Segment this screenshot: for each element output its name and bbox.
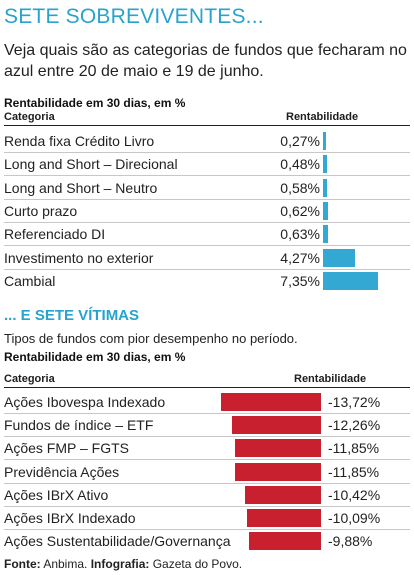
value-label: -11,85% <box>328 463 380 480</box>
value-label: -10,09% <box>328 510 381 526</box>
value-label: -12,26% <box>328 417 381 434</box>
section2-col-value: Rentabilidade <box>294 373 367 385</box>
value-label: -10,42% <box>328 486 381 503</box>
table-row: Investimento no exterior 4,27% <box>4 246 410 270</box>
negative-bar <box>234 462 321 481</box>
category-label: Renda fixa Crédito Livro <box>4 133 155 149</box>
negative-bar <box>231 416 321 435</box>
category-label: Ações IBrX Indexado <box>4 510 136 526</box>
value-label: -13,72% <box>328 394 381 410</box>
positive-bar <box>323 248 355 267</box>
section2-col-category: Categoria <box>4 373 55 385</box>
table-row: Ações Ibovespa Indexado -13,72% <box>4 390 410 414</box>
value-label: 7,35% <box>280 272 320 289</box>
source-note: Fonte: Anbima. Infografia: Gazeta do Pov… <box>4 557 242 571</box>
section2-title: ... E SETE VÍTIMAS <box>4 307 140 324</box>
value-label: 0,27% <box>280 133 320 149</box>
section1-title: SETE SOBREVIVENTES... <box>4 5 264 28</box>
positive-bar <box>323 225 328 244</box>
table-row: Renda fixa Crédito Livro 0,27% <box>4 129 410 153</box>
positive-bar <box>323 178 328 197</box>
positive-bar <box>323 201 328 220</box>
category-label: Investimento no exterior <box>4 249 154 266</box>
section1-header: Categoria Rentabilidade <box>4 110 410 126</box>
value-label: 0,48% <box>280 156 320 173</box>
table-row: Ações IBrX Ativo -10,42% <box>4 483 410 507</box>
section1-col-category: Categoria <box>4 111 55 123</box>
negative-bar <box>245 485 321 504</box>
value-label: 0,62% <box>280 202 320 219</box>
section1-caption: Rentabilidade em 30 dias, em % <box>4 96 186 110</box>
table-row: Ações FMP – FGTS -11,85% <box>4 436 410 461</box>
category-label: Referenciado DI <box>4 226 106 243</box>
positive-bar <box>323 132 326 150</box>
negative-bar <box>247 509 321 527</box>
category-label: Curto prazo <box>4 202 78 219</box>
section2-subtitle: Tipos de fundos com pior desempenho no p… <box>4 331 298 346</box>
category-label: Long and Short – Direcional <box>4 156 178 173</box>
table-row: Cambial 7,35% <box>4 269 410 292</box>
category-label: Ações Sustentabilidade/Governança <box>4 533 231 550</box>
value-label: 4,27% <box>280 249 320 266</box>
table-row: Fundos de índice – ETF -12,26% <box>4 413 410 438</box>
credit-label: Infografia: <box>90 557 150 571</box>
value-label: 0,58% <box>280 179 320 196</box>
table-row: Ações Sustentabilidade/Governança -9,88% <box>4 529 410 552</box>
section2-header: Categoria Rentabilidade <box>4 372 410 388</box>
negative-bar <box>221 393 321 411</box>
positive-bar <box>323 155 327 174</box>
credit-text: Gazeta do Povo. <box>152 557 243 571</box>
source-label: Fonte: <box>4 557 41 571</box>
value-label: -9,88% <box>328 533 373 550</box>
category-label: Fundos de índice – ETF <box>4 417 154 434</box>
section2-caption: Rentabilidade em 30 dias, em % <box>4 350 186 364</box>
category-label: Ações IBrX Ativo <box>4 486 109 503</box>
table-row: Long and Short – Direcional 0,48% <box>4 152 410 177</box>
table-row: Curto prazo 0,62% <box>4 199 410 223</box>
category-label: Previdência Ações <box>4 463 120 480</box>
table-row: Ações IBrX Indexado -10,09% <box>4 506 410 530</box>
section1-subtitle: Veja quais são as categorias de fundos q… <box>4 42 407 80</box>
negative-bar <box>249 532 321 551</box>
category-label: Long and Short – Neutro <box>4 179 158 196</box>
table-row: Referenciado DI 0,63% <box>4 222 410 247</box>
table-row: Previdência Ações -11,85% <box>4 460 410 484</box>
value-label: -11,85% <box>328 440 380 457</box>
value-label: 0,63% <box>280 226 320 243</box>
table-row: Long and Short – Neutro 0,58% <box>4 176 410 200</box>
category-label: Cambial <box>4 272 56 289</box>
source-text: Anbima. <box>43 557 88 571</box>
section1-col-value: Rentabilidade <box>286 111 359 123</box>
negative-bar <box>234 439 321 458</box>
category-label: Ações Ibovespa Indexado <box>4 394 166 410</box>
category-label: Ações FMP – FGTS <box>4 440 129 457</box>
positive-bar <box>323 271 378 290</box>
